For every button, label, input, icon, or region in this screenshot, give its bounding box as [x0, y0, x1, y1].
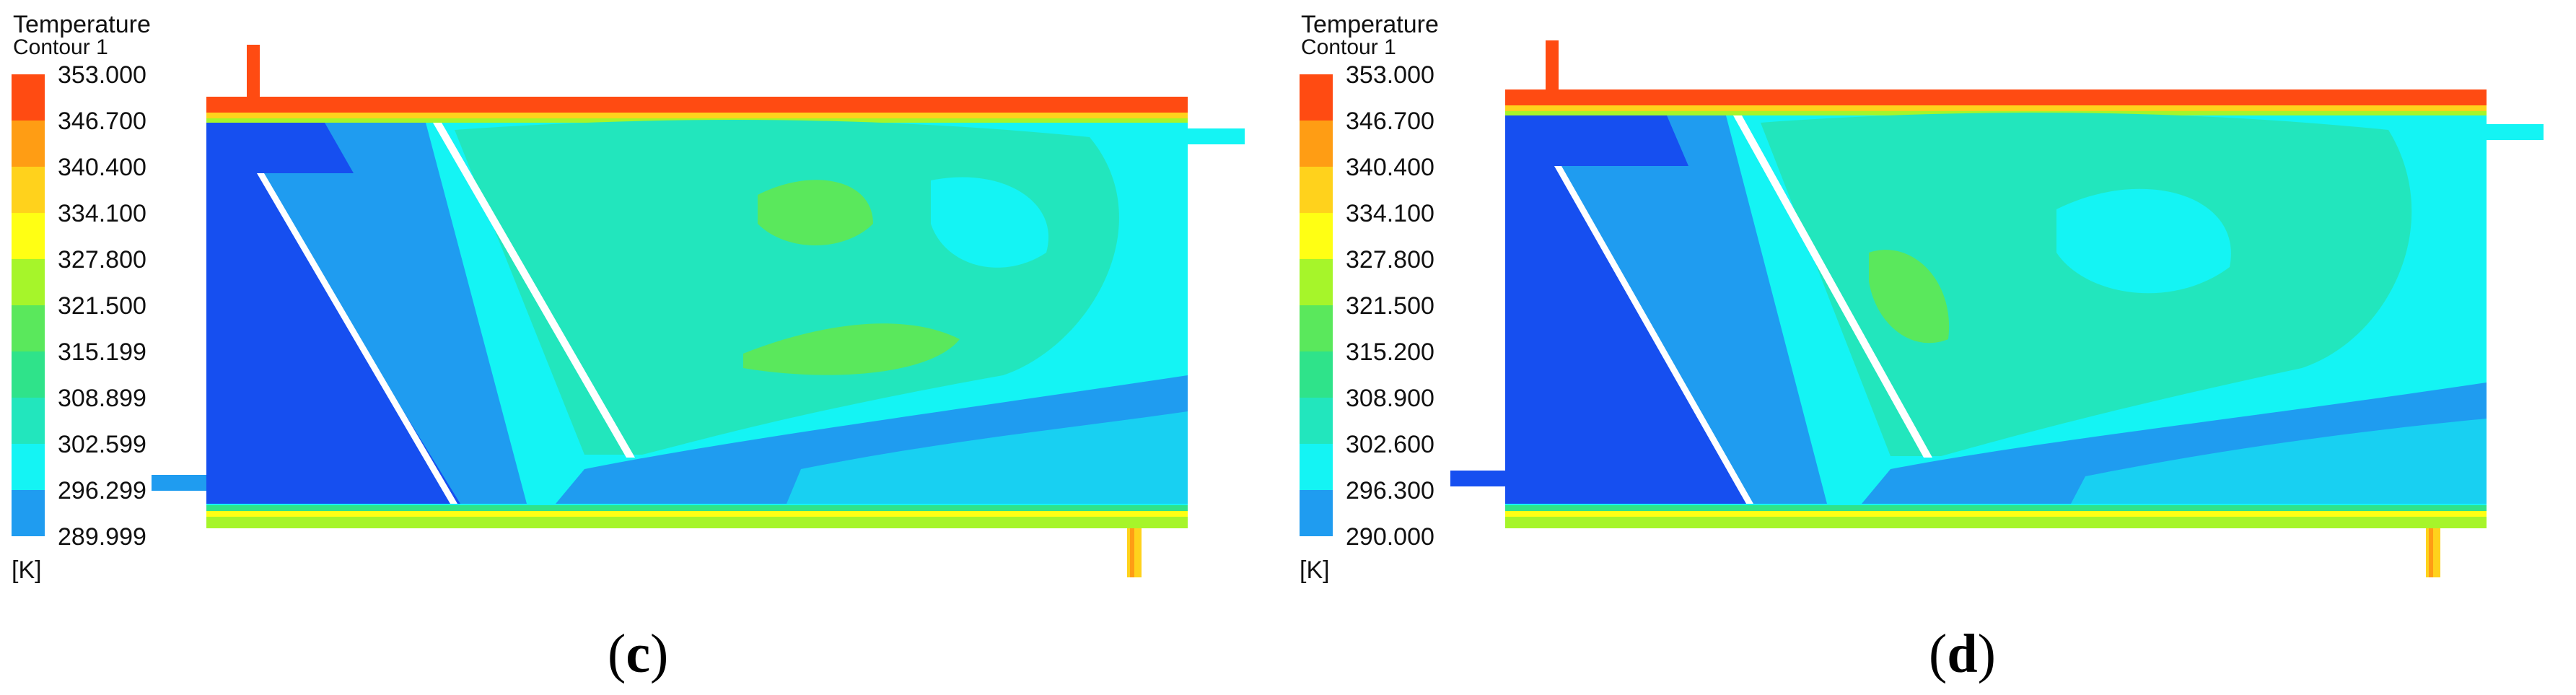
- temperature-contour-plot: [1450, 40, 2544, 577]
- legend-subtitle: Contour 1: [13, 35, 108, 59]
- legend-tick: 296.299: [58, 477, 146, 504]
- bottom-layer-2: [206, 511, 1188, 517]
- bottom-layer-1: [206, 505, 1188, 511]
- color-swatch: [1300, 351, 1333, 398]
- legend-subtitle: Contour 1: [1301, 35, 1396, 59]
- bottom-layer-2: [1505, 511, 2487, 517]
- color-swatch: [12, 167, 45, 213]
- color-swatch: [1300, 121, 1333, 167]
- legend-tick: 315.199: [58, 338, 146, 366]
- color-swatch: [12, 305, 45, 351]
- baffle-right: [1733, 115, 1932, 458]
- color-swatch: [1300, 213, 1333, 259]
- color-swatch: [1300, 305, 1333, 351]
- legend-tick: 334.100: [58, 200, 146, 227]
- top-warm-layer: [1505, 105, 2487, 111]
- bottom-layer-3: [206, 517, 1188, 528]
- bottom-outlet-pipe-edge: [2429, 527, 2433, 577]
- bottom-cool-flow-2: [2071, 419, 2487, 504]
- color-swatch: [12, 351, 45, 398]
- panel-d: Temperature Contour 1 353.000 346.700 34…: [1288, 0, 2576, 695]
- legend-tick: 353.000: [58, 61, 146, 89]
- hot-inlet-pipe: [247, 45, 260, 97]
- legend-title: Temperature: [1301, 11, 1439, 38]
- legend-tick: 327.800: [1346, 246, 1434, 274]
- legend-tick: 290.000: [1346, 523, 1434, 551]
- color-swatch: [1300, 490, 1333, 536]
- cool-spot-1: [931, 177, 1049, 268]
- legend-tick: 302.599: [58, 431, 146, 458]
- warm-spot-1: [1869, 250, 1950, 344]
- cool-spot-1: [2056, 188, 2231, 294]
- cold-inlet-pipe: [1450, 471, 1505, 486]
- legend-tick: 334.100: [1346, 200, 1434, 227]
- legend-tick: 353.000: [1346, 61, 1434, 89]
- bottom-layer-1: [1505, 505, 2487, 511]
- baffle-left: [257, 173, 457, 504]
- top-hot-layer: [1505, 89, 2487, 105]
- legend-tick: 302.600: [1346, 431, 1434, 458]
- legend-tick: 346.700: [58, 108, 146, 135]
- legend-tick: 296.300: [1346, 477, 1434, 504]
- unit-label: [K]: [1300, 556, 1330, 584]
- color-bar: [1300, 74, 1333, 536]
- color-swatch: [12, 398, 45, 444]
- legend-tick: 315.200: [1346, 338, 1434, 366]
- color-swatch: [1300, 398, 1333, 444]
- bottom-cool-flow-2: [787, 411, 1188, 504]
- panel-c: Temperature Contour 1 353.000 346.700 34…: [12, 11, 1245, 684]
- baffle-right: [433, 123, 635, 458]
- color-swatch: [12, 490, 45, 536]
- color-swatch: [1300, 74, 1333, 121]
- baffle-left: [1554, 166, 1753, 504]
- outlet-pipe-right: [2486, 124, 2544, 140]
- temperature-contour-plot: [152, 45, 1245, 577]
- legend-tick: 327.800: [58, 246, 146, 274]
- panel-label: (c): [608, 624, 669, 684]
- color-swatch: [1300, 167, 1333, 213]
- color-swatch: [12, 444, 45, 490]
- color-swatch: [12, 121, 45, 167]
- legend-tick: 321.500: [1346, 292, 1434, 320]
- bottom-outlet-pipe-edge: [1130, 527, 1134, 577]
- legend-tick: 346.700: [1346, 108, 1434, 135]
- legend-title: Temperature: [13, 11, 151, 38]
- cold-inlet-pipe: [152, 475, 206, 491]
- panel-label: (d): [1929, 624, 1996, 684]
- color-swatch: [12, 259, 45, 305]
- top-hot-layer: [206, 97, 1188, 113]
- warm-spot-1: [758, 180, 873, 245]
- legend-tick: 308.899: [58, 385, 146, 412]
- warm-spot-2: [743, 323, 960, 375]
- bottom-layer-3: [1505, 517, 2487, 528]
- color-swatch: [1300, 259, 1333, 305]
- color-bar: [12, 74, 45, 536]
- color-swatch: [12, 213, 45, 259]
- legend-tick: 289.999: [58, 523, 146, 551]
- legend-tick: 340.400: [58, 154, 146, 181]
- top-warm-layer: [206, 113, 1188, 118]
- legend-tick: 308.900: [1346, 385, 1434, 412]
- hot-inlet-pipe: [1546, 40, 1559, 97]
- legend-tick: 340.400: [1346, 154, 1434, 181]
- mixing-zone: [1761, 113, 2412, 457]
- outlet-pipe-right: [1187, 128, 1245, 144]
- color-swatch: [12, 74, 45, 121]
- color-swatch: [1300, 444, 1333, 490]
- unit-label: [K]: [12, 556, 42, 584]
- legend-tick: 321.500: [58, 292, 146, 320]
